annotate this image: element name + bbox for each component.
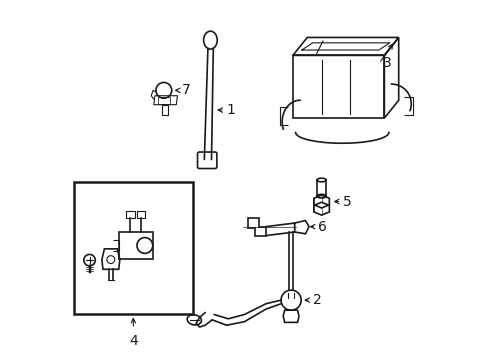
Bar	[158, 97, 169, 104]
Bar	[126, 211, 134, 218]
Text: 1: 1	[226, 103, 235, 117]
Text: 3: 3	[382, 57, 390, 71]
Text: 5: 5	[343, 194, 351, 208]
Text: 6: 6	[317, 220, 326, 234]
Bar	[74, 182, 192, 315]
Bar	[137, 211, 145, 218]
Text: 7: 7	[182, 84, 190, 97]
Bar	[119, 232, 152, 259]
Text: 2: 2	[312, 293, 321, 307]
Text: 4: 4	[129, 334, 138, 348]
